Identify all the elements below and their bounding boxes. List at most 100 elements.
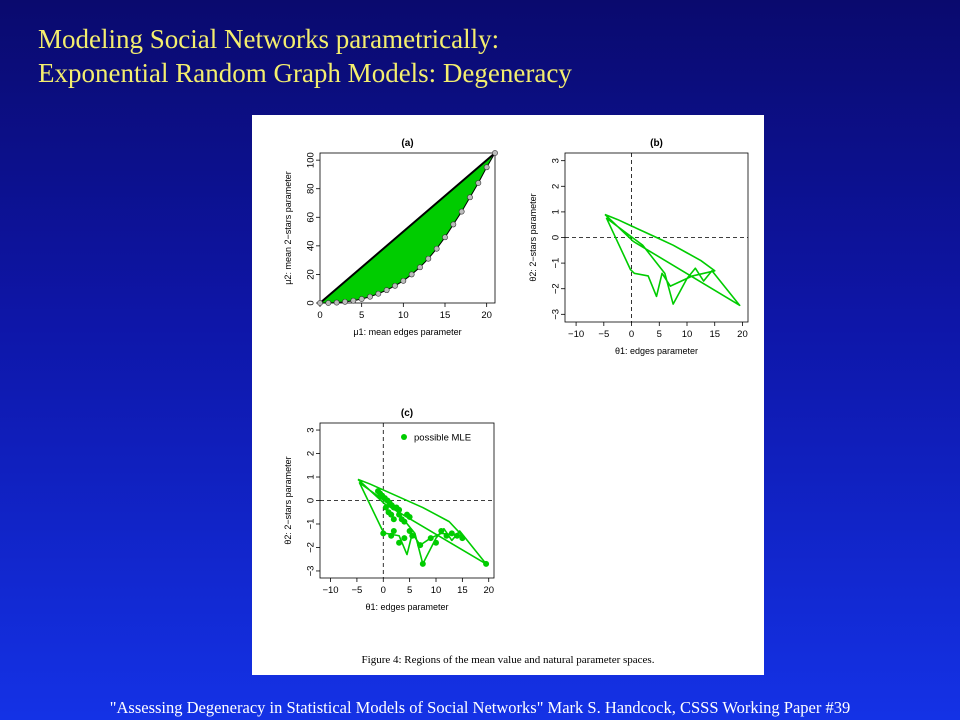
mle-point [406, 513, 413, 520]
slide-title-line-2: Exponential Random Graph Models: Degener… [38, 58, 572, 88]
y-axis-label: θ2: 2−stars parameter [283, 456, 293, 544]
data-point [367, 293, 373, 300]
panel-label: (b) [650, 138, 663, 149]
mle-point [406, 528, 413, 535]
y-tick-label: −3 [551, 309, 562, 320]
x-axis-label: θ1: edges parameter [365, 602, 448, 612]
mle-point [396, 506, 403, 513]
y-tick-label: 40 [306, 241, 317, 252]
x-tick-label: 0 [381, 585, 386, 596]
figure-panel: (a) 0 5 10 15 20 0 20 40 60 80 100 μ1: mean edges pa… [252, 115, 764, 675]
x-axis-label: μ1: mean edges parameter [353, 327, 461, 337]
x-tick-label: 5 [407, 585, 412, 596]
chart-panel-a: (a) 0 5 10 15 20 0 20 40 60 80 100 μ1: mean edges pa… [283, 138, 498, 337]
mle-point [388, 511, 395, 518]
x-tick-label: −5 [598, 329, 609, 340]
y-tick-label: 60 [306, 212, 317, 223]
y-tick-label: −1 [306, 519, 317, 530]
data-point [442, 234, 448, 241]
mle-point [390, 528, 397, 535]
x-tick-label: 5 [657, 329, 662, 340]
legend-marker [401, 434, 407, 440]
mle-point [382, 504, 389, 511]
mle-point [443, 532, 450, 539]
mle-point [401, 535, 408, 542]
data-point [375, 290, 382, 297]
y-tick-label: 1 [306, 474, 317, 479]
data-point [467, 194, 473, 201]
slide-title: Modeling Social Networks parametrically:… [38, 22, 938, 90]
data-point [358, 296, 365, 302]
y-axis-label: μ2: mean 2−stars parameter [283, 171, 293, 285]
data-point [483, 164, 490, 171]
slide-title-line-1: Modeling Social Networks parametrically: [38, 24, 500, 54]
y-tick-label: 1 [551, 209, 562, 214]
data-point [317, 300, 323, 306]
y-tick-label: 100 [306, 152, 317, 168]
data-point [392, 282, 398, 289]
x-tick-label: 15 [709, 329, 720, 340]
data-point [325, 300, 332, 306]
figure-caption: Figure 4: Regions of the mean value and … [362, 654, 655, 666]
data-point [492, 150, 498, 156]
data-point [333, 299, 340, 306]
y-tick-label: 3 [551, 158, 562, 163]
y-tick-label: 0 [306, 498, 317, 503]
data-point [342, 298, 348, 305]
x-tick-label: 5 [359, 310, 364, 321]
x-tick-label: 0 [629, 329, 634, 340]
y-tick-label: 0 [306, 300, 317, 305]
lower-boundary-line [320, 152, 496, 304]
mle-point [454, 532, 461, 539]
x-tick-label: 10 [682, 329, 693, 340]
mle-point [483, 560, 490, 567]
data-point [408, 271, 415, 278]
boundary-path [604, 213, 741, 307]
mle-point [438, 528, 445, 535]
mle-point [427, 535, 434, 542]
data-point [433, 245, 440, 252]
panel-label: (a) [401, 138, 413, 149]
x-tick-label: 20 [483, 585, 494, 596]
mle-point [390, 516, 397, 523]
data-point [450, 221, 457, 228]
x-tick-label: −5 [351, 585, 362, 596]
mle-point [419, 560, 426, 567]
data-point [475, 180, 482, 186]
y-tick-label: −1 [551, 258, 562, 269]
slide-footer: "Assessing Degeneracy in Statistical Mod… [109, 698, 851, 717]
mle-point [459, 535, 466, 542]
data-point [400, 277, 407, 284]
x-tick-label: 15 [457, 585, 468, 596]
mle-point [417, 542, 424, 549]
plot-frame [319, 152, 496, 304]
y-axis-label: θ2: 2−stars parameter [528, 193, 538, 281]
y-tick-label: 2 [551, 184, 562, 189]
mle-point [380, 530, 387, 537]
mle-point [396, 539, 403, 546]
x-tick-label: −10 [568, 329, 584, 340]
data-point [383, 287, 390, 294]
y-tick-label: 3 [306, 427, 317, 432]
y-tick-label: −3 [306, 566, 317, 577]
y-tick-label: 0 [551, 235, 562, 240]
mle-point [401, 518, 408, 525]
data-point [425, 255, 432, 262]
y-tick-label: −2 [306, 542, 317, 553]
x-tick-label: 20 [737, 329, 748, 340]
upper-boundary-line [319, 152, 496, 304]
data-point [458, 208, 465, 215]
y-tick-label: 20 [306, 269, 317, 280]
panel-label: (c) [401, 408, 413, 419]
data-point [350, 297, 357, 304]
x-axis-label: θ1: edges parameter [615, 346, 698, 356]
x-tick-label: 20 [481, 310, 492, 321]
x-tick-label: −10 [322, 585, 338, 596]
x-tick-label: 0 [317, 310, 322, 321]
mle-point [409, 532, 416, 539]
mle-point [388, 532, 395, 539]
y-tick-label: −2 [551, 283, 562, 294]
